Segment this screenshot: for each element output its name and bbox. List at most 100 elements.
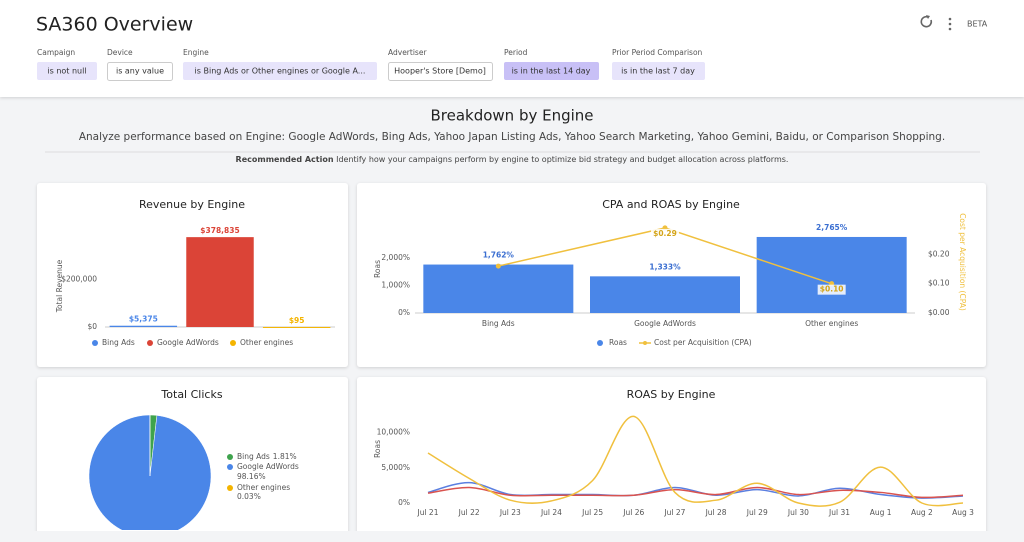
filter-value: is Bing Ads or Other engines or Google A… — [195, 67, 366, 76]
point — [495, 263, 501, 269]
chart-title: Total Clicks — [160, 388, 222, 401]
action-label: Recommended Action — [236, 155, 334, 164]
bar — [262, 326, 331, 328]
filter-label: Advertiser — [388, 48, 427, 57]
value-label: 1,333% — [649, 262, 681, 271]
value-label-bg — [651, 228, 679, 239]
x-tick-label: Aug 2 — [911, 508, 933, 517]
legend-swatch — [227, 485, 233, 491]
legend-swatch — [227, 454, 233, 460]
bottom-edge — [0, 531, 1024, 542]
axis-label: Roas — [373, 440, 382, 458]
filter-chip[interactable] — [183, 62, 377, 80]
legend-label: Other engines — [237, 483, 290, 492]
y-tick-label: 0% — [398, 308, 410, 317]
axis-label: Cost per Acquisition (CPA) — [958, 213, 967, 311]
legend-value: 1.81% — [273, 452, 297, 461]
y-tick-label: $200,000 — [61, 275, 97, 284]
filter-chip[interactable] — [388, 62, 493, 81]
beta-badge: BETA — [967, 20, 988, 29]
legend-label: Bing Ads — [102, 338, 135, 347]
value-label: 1,762% — [483, 251, 515, 260]
value-label: $5,375 — [129, 315, 158, 324]
y-tick-label: 5,000% — [381, 463, 410, 472]
line — [427, 486, 964, 499]
legend-swatch — [227, 464, 233, 470]
card — [357, 183, 986, 367]
filter-label: Period — [504, 48, 528, 57]
legend-swatch — [147, 340, 153, 346]
x-tick-label: Jul 29 — [746, 508, 768, 517]
value-label: $95 — [289, 316, 305, 325]
pie — [88, 414, 212, 530]
y-tick-label: 1,000% — [381, 281, 410, 290]
y-tick-label: 0% — [398, 498, 410, 507]
chart-title: Revenue by Engine — [139, 198, 245, 211]
axis-label: Total Revenue — [55, 259, 64, 313]
legend-swatch — [643, 341, 647, 345]
legend-label: Cost per Acquisition (CPA) — [654, 338, 752, 347]
y-tick-label: $0.10 — [928, 279, 950, 288]
filter-chip[interactable] — [37, 62, 97, 80]
legend-label: Bing Ads — [237, 452, 270, 461]
legend-label: Roas — [609, 338, 627, 347]
legend-label: Other engines — [240, 338, 293, 347]
bar — [186, 237, 254, 327]
filter-value: Hooper's Store [Demo] — [394, 67, 486, 76]
filter-value: is in the last 7 day — [621, 67, 695, 76]
y-tick-label: $0.20 — [928, 249, 950, 258]
section-subtitle: Analyze performance based on Engine: Goo… — [79, 131, 945, 143]
x-tick-label: Aug 1 — [870, 508, 892, 517]
filter-label: Campaign — [37, 48, 75, 57]
legend-value: 0.03% — [237, 492, 261, 501]
value-label: 2,765% — [816, 223, 848, 232]
filter-value: is any value — [116, 67, 164, 76]
menu-icon[interactable] — [948, 17, 952, 31]
x-tick-label: Jul 22 — [458, 508, 480, 517]
x-tick-label: Jul 27 — [663, 508, 685, 517]
x-tick-label: Other engines — [805, 319, 858, 328]
value-label: $378,835 — [200, 226, 239, 235]
y-tick-label: 2,000% — [381, 253, 410, 262]
legend-swatch — [597, 340, 603, 346]
filter-label: Prior Period Comparison — [612, 48, 703, 57]
action-text: Identify how your campaigns perform by e… — [336, 155, 788, 164]
filter-label: Engine — [183, 48, 209, 57]
x-tick-label: Jul 21 — [417, 508, 439, 517]
value-label: $0.10 — [820, 285, 844, 294]
bar — [109, 325, 178, 327]
legend-label: Google AdWords — [157, 338, 219, 347]
filter-chip[interactable] — [504, 62, 599, 80]
filter-label: Device — [107, 48, 133, 57]
x-tick-label: Jul 28 — [705, 508, 727, 517]
chart-title: CPA and ROAS by Engine — [602, 198, 740, 211]
x-tick-label: Jul 23 — [499, 508, 521, 517]
x-tick-label: Bing Ads — [482, 319, 515, 328]
filter-chip[interactable] — [107, 62, 173, 81]
filter-chip[interactable] — [612, 62, 705, 80]
section-title: Breakdown by Engine — [430, 107, 593, 125]
recommended-action: Recommended Action Identify how your cam… — [236, 155, 789, 164]
filter-value: is in the last 14 day — [512, 67, 591, 76]
value-label: $0.29 — [653, 229, 677, 238]
page-title: SA360 Overview — [36, 14, 193, 36]
x-tick-label: Jul 26 — [622, 508, 644, 517]
y-tick-label: 10,000% — [377, 428, 410, 437]
legend-swatch — [230, 340, 236, 346]
y-tick-label: $0 — [87, 322, 97, 331]
x-tick-label: Jul 24 — [540, 508, 562, 517]
pie-slice — [88, 414, 212, 530]
x-tick-label: Google AdWords — [634, 319, 696, 328]
bar — [590, 276, 740, 313]
legend-label: Google AdWords — [237, 462, 299, 471]
value-label-bg — [817, 284, 846, 295]
x-tick-label: Jul 31 — [828, 508, 850, 517]
x-tick-label: Jul 25 — [581, 508, 603, 517]
filter-value: is not null — [47, 67, 86, 76]
bar — [423, 264, 574, 313]
refresh-icon[interactable] — [920, 15, 933, 28]
y-tick-label: $0.00 — [928, 308, 950, 317]
legend-swatch — [92, 340, 98, 346]
bar — [756, 236, 907, 313]
